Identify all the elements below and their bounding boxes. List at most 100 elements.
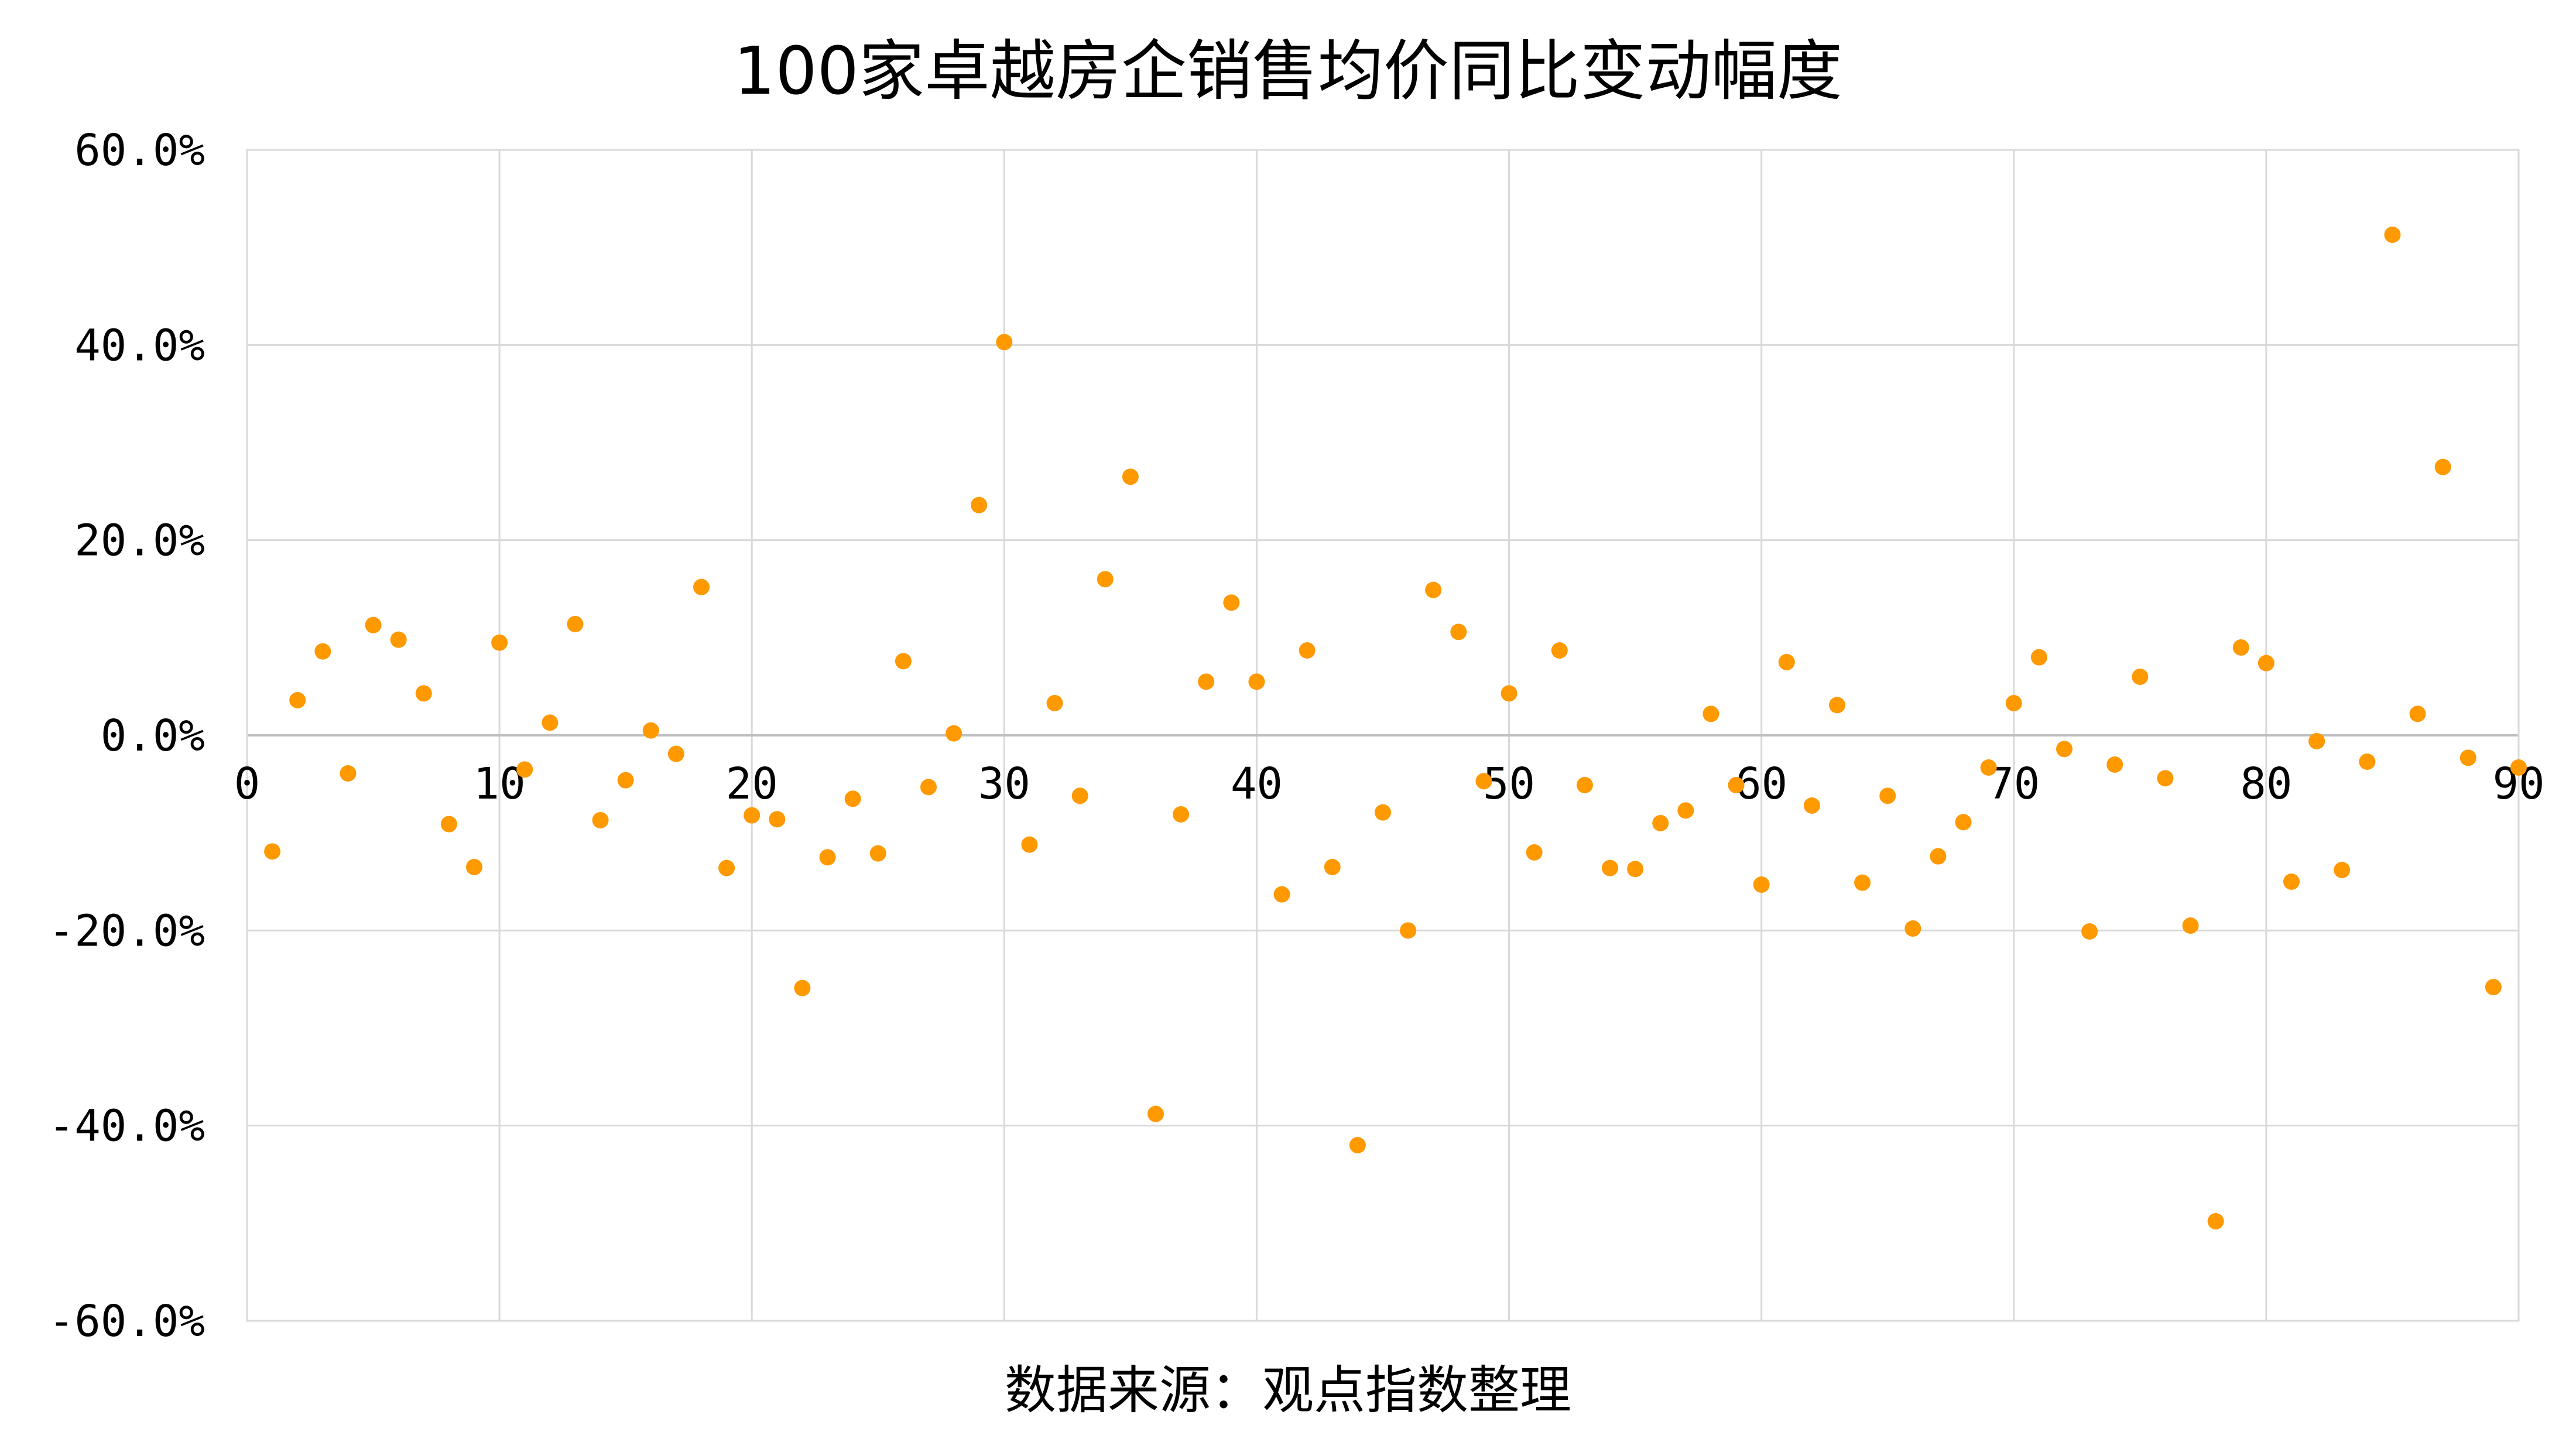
data-point bbox=[2510, 759, 2527, 776]
data-point bbox=[1248, 673, 1265, 690]
data-point bbox=[769, 811, 786, 828]
data-point bbox=[996, 334, 1013, 351]
data-point bbox=[1829, 697, 1845, 714]
y-tick-label: 20.0% bbox=[74, 516, 205, 566]
data-point bbox=[1349, 1137, 1366, 1153]
data-point bbox=[1198, 673, 1215, 690]
data-point bbox=[718, 859, 735, 876]
y-tick-label: 40.0% bbox=[74, 320, 205, 371]
data-point bbox=[1071, 787, 1088, 804]
data-point bbox=[1046, 695, 1063, 711]
data-point bbox=[667, 745, 684, 762]
data-point bbox=[516, 761, 533, 778]
data-point bbox=[869, 845, 886, 862]
data-point bbox=[542, 714, 559, 731]
data-point bbox=[2232, 639, 2249, 656]
data-point bbox=[920, 779, 937, 796]
data-point bbox=[2132, 669, 2149, 685]
data-point bbox=[2005, 695, 2022, 711]
data-point bbox=[2459, 749, 2476, 766]
data-point bbox=[2485, 979, 2502, 995]
data-point bbox=[1173, 806, 1190, 823]
data-point bbox=[1551, 642, 1568, 659]
data-point bbox=[390, 631, 407, 648]
y-tick-label: 0.0% bbox=[101, 711, 205, 761]
x-tick-label: 20 bbox=[726, 759, 778, 809]
data-point bbox=[314, 643, 331, 660]
data-point bbox=[1753, 876, 1770, 893]
data-point bbox=[1576, 777, 1593, 793]
data-point bbox=[440, 816, 457, 833]
data-point bbox=[2056, 741, 2073, 758]
x-tick-label: 80 bbox=[2240, 759, 2292, 809]
data-point bbox=[1728, 777, 1745, 793]
data-point bbox=[1450, 624, 1467, 640]
data-point bbox=[1904, 920, 1921, 937]
data-point bbox=[794, 979, 811, 996]
data-point bbox=[1147, 1105, 1164, 1122]
data-point bbox=[1021, 836, 1038, 853]
data-point bbox=[2434, 458, 2451, 475]
data-point bbox=[2308, 733, 2325, 749]
data-point bbox=[567, 616, 584, 632]
data-point bbox=[466, 859, 482, 875]
data-point bbox=[1097, 571, 1114, 588]
y-tick-label: -40.0% bbox=[49, 1101, 205, 1152]
data-points bbox=[264, 227, 2527, 1229]
data-point bbox=[2182, 917, 2199, 934]
data-point bbox=[1703, 705, 1719, 722]
data-point bbox=[2207, 1213, 2224, 1229]
data-point bbox=[2081, 923, 2098, 940]
data-point bbox=[1778, 654, 1795, 670]
x-tick-label: 40 bbox=[1231, 759, 1283, 809]
data-point bbox=[2409, 705, 2426, 722]
data-point bbox=[1375, 804, 1391, 821]
data-point bbox=[642, 722, 659, 739]
data-point bbox=[2283, 873, 2300, 890]
y-axis-ticks: 60.0% 40.0% 20.0% 0.0% -20.0% -40.0% -60.0% bbox=[49, 125, 205, 1347]
data-point bbox=[1526, 844, 1543, 861]
data-point bbox=[819, 849, 836, 866]
data-point bbox=[617, 772, 634, 789]
data-point bbox=[289, 692, 306, 708]
data-point bbox=[1273, 886, 1290, 903]
data-point bbox=[2157, 770, 2174, 787]
data-point bbox=[1803, 797, 1820, 814]
data-point bbox=[1677, 802, 1694, 819]
data-point bbox=[264, 843, 281, 860]
data-point bbox=[1627, 861, 1644, 878]
data-point bbox=[1854, 874, 1871, 891]
data-point bbox=[693, 578, 710, 595]
data-point bbox=[895, 653, 912, 670]
data-point bbox=[2384, 227, 2401, 243]
data-point bbox=[946, 725, 962, 742]
x-tick-label: 50 bbox=[1483, 759, 1535, 809]
data-point bbox=[415, 685, 432, 702]
data-point bbox=[2359, 753, 2376, 770]
data-point bbox=[1602, 859, 1618, 876]
grid-lines bbox=[246, 149, 2520, 1322]
data-point bbox=[2030, 649, 2047, 666]
x-tick-label: 30 bbox=[978, 759, 1030, 809]
y-tick-label: -60.0% bbox=[49, 1296, 205, 1347]
y-tick-label: 60.0% bbox=[74, 125, 205, 176]
data-point bbox=[1400, 922, 1417, 939]
plot-frame bbox=[246, 149, 2520, 1322]
data-point bbox=[2106, 756, 2123, 773]
data-point bbox=[1122, 468, 1139, 485]
data-point bbox=[1955, 814, 1972, 831]
data-point bbox=[1425, 581, 1442, 598]
data-point bbox=[2334, 862, 2351, 878]
data-point bbox=[2258, 655, 2274, 672]
data-point bbox=[1652, 815, 1669, 831]
x-tick-label: 0 bbox=[234, 759, 261, 809]
y-tick-label: -20.0% bbox=[49, 906, 205, 956]
data-point bbox=[844, 790, 861, 807]
source-note: 数据来源：观点指数整理 bbox=[1005, 1360, 1571, 1420]
chart-title: 100家卓越房企销售均价同比变动幅度 bbox=[734, 33, 1842, 109]
data-point bbox=[1879, 787, 1896, 804]
data-point bbox=[491, 634, 508, 651]
data-point bbox=[1501, 685, 1517, 702]
data-point bbox=[971, 496, 988, 513]
